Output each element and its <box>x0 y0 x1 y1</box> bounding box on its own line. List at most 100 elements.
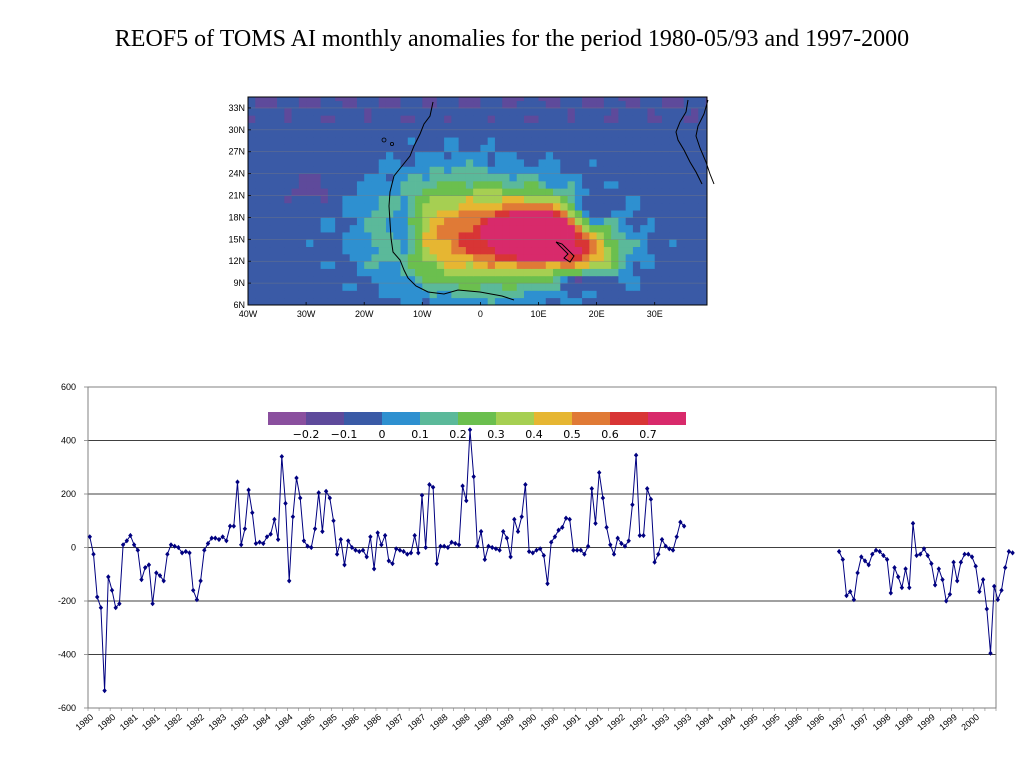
heatmap-cell <box>473 253 481 262</box>
timeseries-point <box>840 556 845 563</box>
heatmap-cell <box>473 159 481 167</box>
heatmap-cell <box>320 129 329 138</box>
heatmap-cell <box>676 210 685 218</box>
heatmap-cell <box>277 297 285 306</box>
heatmap-cell <box>640 122 648 131</box>
heatmap-cell <box>262 188 271 196</box>
heatmap-cell <box>582 290 590 299</box>
heatmap-cell <box>669 195 677 204</box>
heatmap-cell <box>400 107 409 116</box>
heatmap-cell <box>364 144 372 153</box>
heatmap-cell <box>262 151 271 160</box>
heatmap-cell <box>480 224 489 233</box>
heatmap-cell <box>473 217 481 226</box>
heatmap-cell <box>553 232 561 240</box>
heatmap-cell <box>567 239 576 248</box>
heatmap-cell <box>400 97 409 102</box>
heatmap-cell <box>538 239 547 248</box>
heatmap-cell <box>647 107 656 116</box>
heatmap-cell <box>277 107 285 116</box>
heatmap-cell <box>589 100 597 109</box>
heatmap-cell <box>502 217 510 226</box>
heatmap-cell <box>698 253 706 262</box>
heatmap-cell <box>698 210 706 218</box>
heatmap-cell <box>436 275 445 284</box>
heatmap-cell <box>669 107 677 116</box>
heatmap-cell <box>625 159 634 167</box>
heatmap-cell <box>291 188 300 196</box>
heatmap-cell <box>603 246 612 255</box>
heatmap-cell <box>415 173 423 182</box>
heatmap-cell <box>596 290 605 299</box>
heatmap-cell <box>567 253 576 262</box>
heatmap-cell <box>611 239 619 248</box>
heatmap-cell <box>487 268 496 277</box>
heatmap-cell <box>356 159 365 167</box>
heatmap-cell <box>291 129 300 138</box>
timeseries-point <box>460 483 465 489</box>
heatmap-cell <box>385 224 394 233</box>
heatmap-cell <box>574 166 583 175</box>
heatmap-cell <box>553 283 561 291</box>
heatmap-cell <box>494 100 503 109</box>
heatmap-cell <box>538 129 547 138</box>
heatmap-cell <box>407 297 416 306</box>
heatmap-cell <box>589 297 597 306</box>
heatmap-cell <box>683 283 692 291</box>
heatmap-cell <box>596 224 605 233</box>
heatmap-cell <box>632 137 641 145</box>
heatmap-cell <box>378 202 387 211</box>
heatmap-cell <box>523 159 532 167</box>
heatmap-cell <box>298 290 307 299</box>
heatmap-cell <box>618 283 627 291</box>
heatmap-cell <box>371 188 380 196</box>
heatmap-cell <box>465 246 474 255</box>
timeseries-point <box>478 528 484 535</box>
heatmap-cell <box>458 202 467 211</box>
heatmap-cell <box>422 261 430 269</box>
heatmap-cell <box>393 159 401 167</box>
heatmap-cell <box>582 107 590 116</box>
colorbar-label: 0.6 <box>601 428 619 441</box>
heatmap-cell <box>364 202 372 211</box>
heatmap-cell <box>327 122 336 131</box>
heatmap-cell <box>661 283 670 291</box>
heatmap-cell <box>342 137 351 145</box>
heatmap-cell <box>371 144 380 153</box>
heatmap-cell <box>618 239 627 248</box>
heatmap-cell <box>625 180 634 189</box>
heatmap-cell <box>661 195 670 204</box>
heatmap-cell <box>415 151 423 160</box>
heatmap-cell <box>705 173 708 182</box>
heatmap-cell <box>560 107 568 116</box>
heatmap-cell <box>691 137 699 145</box>
timeseries-x-tick-label: 1998 <box>871 712 893 733</box>
heatmap-cell <box>560 166 568 175</box>
heatmap-cell <box>516 129 525 138</box>
heatmap-cell <box>451 129 460 138</box>
heatmap-cell <box>654 129 663 138</box>
heatmap-cell <box>269 275 278 284</box>
timeseries-point <box>585 543 591 549</box>
map-lat-tick-label: 33N <box>228 103 245 113</box>
timeseries-x-tick-label: 1986 <box>339 712 361 733</box>
heatmap-cell <box>698 180 706 189</box>
heatmap-cell <box>574 210 583 218</box>
heatmap-cell <box>320 173 329 182</box>
heatmap-cell <box>444 137 452 145</box>
heatmap-cell <box>364 290 372 299</box>
heatmap-cell <box>676 122 685 131</box>
heatmap-cell <box>248 224 256 233</box>
heatmap-cell <box>320 283 329 291</box>
heatmap-cell <box>698 188 706 196</box>
heatmap-cell <box>509 253 518 262</box>
heatmap-cell <box>400 100 409 109</box>
heatmap-cell <box>291 115 300 123</box>
timeseries-x-tick-label: 1981 <box>140 712 162 733</box>
heatmap-cell <box>523 100 532 109</box>
heatmap-cell <box>407 202 416 211</box>
timeseries-x-tick-label: 1987 <box>384 712 406 733</box>
heatmap-cell <box>335 122 343 131</box>
heatmap-cell <box>611 232 619 240</box>
heatmap-cell <box>407 275 416 284</box>
